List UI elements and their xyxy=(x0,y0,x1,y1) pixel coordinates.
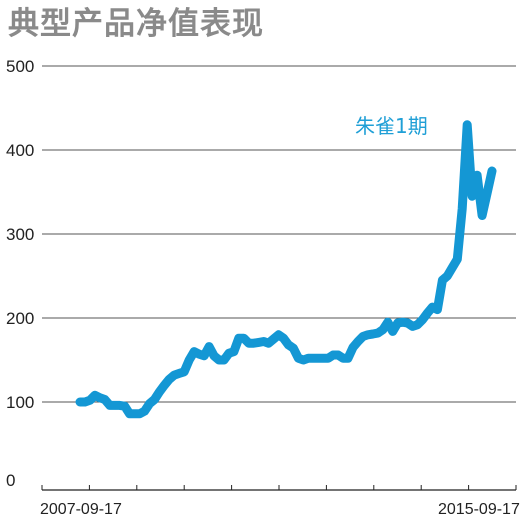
y-tick-label-0: 0 xyxy=(6,471,15,490)
y-tick-label-100: 100 xyxy=(6,393,34,412)
y-tick-label-300: 300 xyxy=(6,225,34,244)
series-label: 朱雀1期 xyxy=(355,114,428,138)
x-tick-label-end: 2015-09-17 xyxy=(438,501,520,518)
series-line xyxy=(75,120,497,419)
chart-title: 典型产品净值表现 xyxy=(8,6,264,42)
x-tick-label-start: 2007-09-17 xyxy=(40,501,122,518)
y-tick-label-500: 500 xyxy=(6,57,34,76)
y-tick-label-400: 400 xyxy=(6,141,34,160)
y-tick-label-200: 200 xyxy=(6,309,34,328)
